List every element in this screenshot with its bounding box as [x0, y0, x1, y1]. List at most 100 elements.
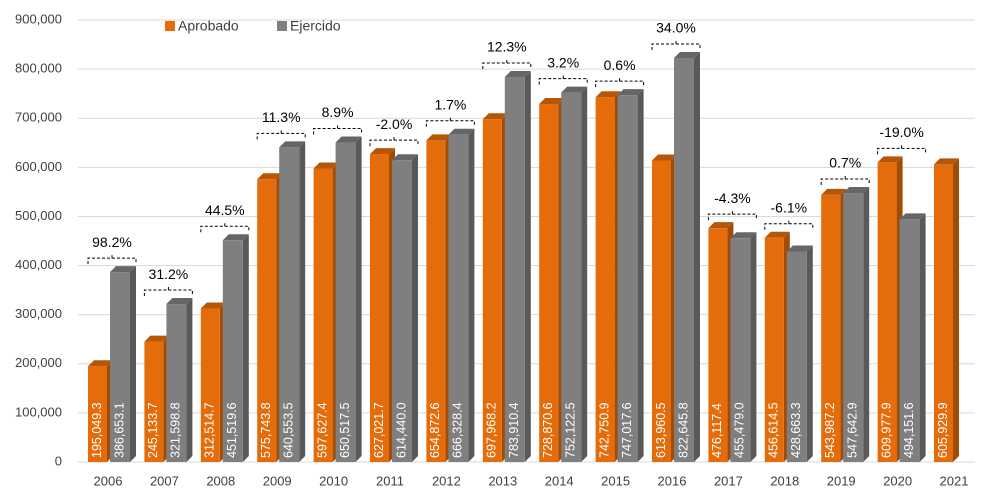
bar-top — [222, 234, 249, 241]
bar-top — [392, 154, 418, 161]
value-label: 451,519.6 — [225, 402, 239, 458]
change-label: 1.7% — [434, 96, 466, 112]
bar-top — [313, 162, 339, 169]
change-bracket — [538, 74, 588, 85]
x-tick-label: 2018 — [770, 473, 799, 488]
bar-top — [561, 86, 588, 93]
x-tick-label: 2008 — [206, 473, 235, 488]
bar-side — [412, 154, 418, 462]
value-label: 575,743.8 — [259, 402, 273, 458]
bar-top — [539, 98, 565, 105]
change-bracket — [707, 210, 757, 221]
value-label: 494,151.6 — [902, 402, 916, 458]
bar — [448, 134, 469, 462]
x-tick-label: 2021 — [940, 473, 969, 488]
value-label: 609,977.9 — [879, 402, 893, 458]
value-label: 654,872.6 — [428, 402, 442, 458]
legend-label: Aprobado — [178, 18, 239, 34]
bar — [279, 147, 300, 462]
bar — [764, 237, 784, 462]
bar-top — [110, 266, 136, 273]
bar — [200, 308, 220, 462]
x-tick-label: 2006 — [94, 473, 123, 488]
value-label: 476,117.4 — [710, 403, 724, 458]
bar-top — [426, 134, 452, 141]
bar-top — [279, 141, 306, 148]
bar — [821, 194, 841, 462]
value-label: 605,929.9 — [936, 402, 950, 458]
y-tick-label: 0 — [55, 453, 62, 468]
change-label: 12.3% — [487, 39, 527, 55]
bar-top — [335, 136, 362, 143]
bar — [561, 92, 582, 463]
change-label: -6.1% — [771, 199, 808, 215]
change-bracket — [200, 222, 250, 233]
bar-top — [370, 148, 395, 155]
bar — [595, 97, 615, 463]
y-tick-label: 800,000 — [15, 61, 62, 76]
bar-top — [899, 213, 926, 220]
bar-top — [595, 91, 621, 98]
x-tick-label: 2007 — [150, 473, 179, 488]
bar — [482, 119, 502, 462]
value-label: 195,049.3 — [90, 402, 104, 458]
value-label: 666,328.4 — [451, 402, 465, 458]
change-bracket — [877, 144, 927, 155]
legend-swatch — [165, 21, 175, 31]
bar-side — [694, 51, 700, 463]
change-bracket — [651, 39, 701, 50]
bar-top — [617, 89, 644, 96]
bar — [899, 219, 920, 462]
value-label: 597,627.4 — [315, 402, 329, 458]
y-tick-label: 200,000 — [15, 355, 62, 370]
change-label: 0.6% — [604, 57, 636, 73]
change-bracket — [369, 136, 419, 147]
bar — [166, 304, 187, 462]
bar — [786, 251, 807, 462]
x-tick-label: 2010 — [319, 473, 348, 488]
bar-top — [88, 360, 113, 367]
bar-side — [299, 141, 306, 462]
x-tick-label: 2015 — [601, 473, 630, 488]
bar — [313, 168, 333, 463]
y-tick-label: 400,000 — [15, 257, 62, 272]
bar — [730, 238, 751, 462]
legend-swatch — [277, 21, 287, 31]
bar-top — [934, 158, 959, 165]
value-label: 752,122.5 — [563, 402, 577, 458]
bar-top — [257, 173, 283, 180]
value-label: 783,910.4 — [507, 402, 521, 458]
value-label: 822,645.8 — [676, 402, 690, 458]
bar-top — [448, 128, 475, 135]
x-tick-label: 2017 — [714, 473, 743, 488]
change-label: 0.7% — [829, 155, 861, 171]
bar-top — [200, 302, 226, 309]
bar-side — [806, 245, 813, 462]
value-label: 312,514.7 — [203, 402, 217, 458]
change-bracket — [313, 124, 363, 135]
bar — [617, 95, 638, 463]
bar-top — [504, 71, 531, 78]
bar — [934, 164, 953, 463]
bar — [539, 104, 559, 462]
bar — [110, 272, 130, 462]
bar-side — [863, 187, 870, 462]
change-label: 44.5% — [205, 202, 245, 218]
value-label: 747,017.6 — [620, 402, 634, 458]
value-label: 321,598.8 — [169, 402, 183, 458]
bar-side — [581, 86, 588, 463]
bar-side — [637, 89, 644, 463]
value-label: 640,553.5 — [281, 402, 295, 458]
bar-top — [482, 113, 508, 120]
bar-top — [843, 187, 870, 194]
bar-top — [144, 335, 170, 342]
bar — [843, 193, 864, 462]
change-bracket — [143, 286, 193, 297]
bar-top — [764, 231, 790, 238]
change-label: 31.2% — [149, 266, 189, 282]
value-label: 455,479.0 — [733, 402, 747, 458]
bar — [144, 341, 164, 462]
bar — [674, 57, 694, 463]
value-label: 613,960.5 — [654, 402, 668, 458]
